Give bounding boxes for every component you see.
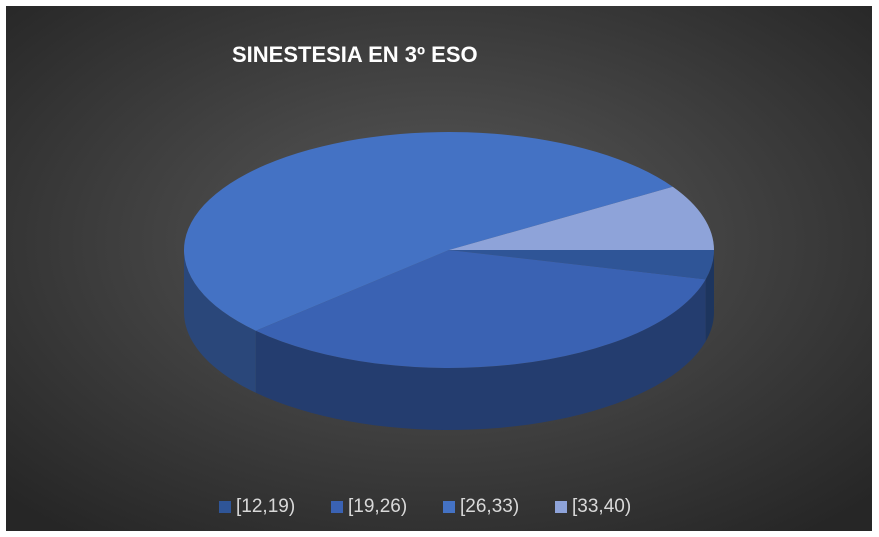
slice-side <box>184 250 256 393</box>
slice <box>449 250 714 280</box>
legend-label: [26,33) <box>460 496 519 517</box>
legend-swatch <box>443 501 455 513</box>
legend-swatch <box>331 501 343 513</box>
legend: [12,19) [19,26) [26,33) [33,40) <box>219 496 631 517</box>
legend-swatch <box>555 501 567 513</box>
legend-label: [33,40) <box>572 496 631 517</box>
slice-side <box>255 279 706 430</box>
slice <box>255 250 706 368</box>
chart-title: SINESTESIA EN 3º ESO <box>232 42 478 67</box>
slice <box>183 131 673 331</box>
legend-label: [12,19) <box>236 496 295 517</box>
slice <box>449 186 714 250</box>
pie <box>183 131 714 430</box>
legend-swatch <box>219 501 231 513</box>
legend-label: [19,26) <box>348 496 407 517</box>
slice-side <box>705 250 714 342</box>
